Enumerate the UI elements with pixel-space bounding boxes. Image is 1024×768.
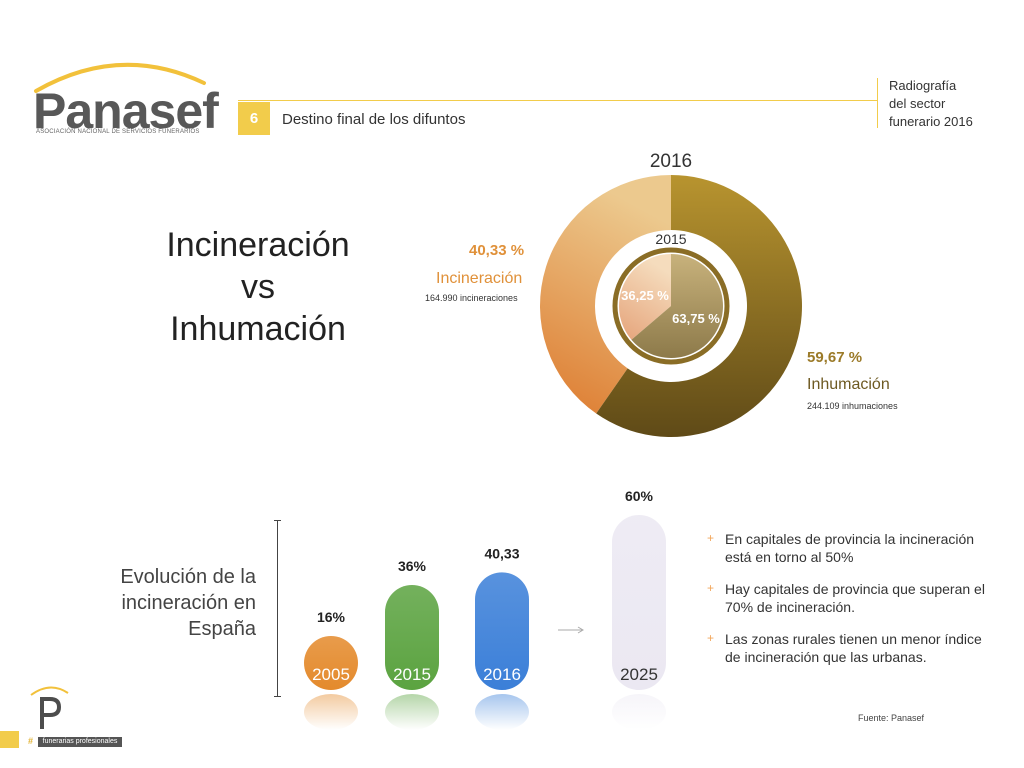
logo-subtitle: ASOCIACIÓN NACIONAL DE SERVICIOS FUNERAR… [36, 129, 200, 135]
footer-accent [0, 731, 19, 748]
report-title-line: Radiografía [889, 78, 957, 93]
bar-value-label: 60% [625, 490, 654, 504]
bar-category-label: 2016 [483, 665, 521, 684]
note-text: Hay capitales de provincia que superan e… [725, 581, 985, 615]
bar-category-label: 2015 [393, 665, 431, 684]
inhumacion-count: 244.109 inhumaciones [807, 401, 898, 411]
bar-2016 [475, 572, 529, 690]
inner-pie-label-incineracion: 36,25 % [621, 288, 669, 303]
evolution-axis-tick [274, 520, 281, 521]
footer-tagline: funerarias profesionales [38, 737, 122, 747]
source-note: Fuente: Panasef [858, 713, 925, 723]
notes-list: + En capitales de provincia la incinerac… [707, 530, 987, 680]
report-title-line: del sector [889, 96, 946, 111]
incineracion-percent: 40,33 % [469, 242, 525, 259]
incineracion-label: Incineración [436, 270, 523, 287]
plus-icon: + [707, 631, 715, 645]
main-title: Incineración vs Inhumación [140, 224, 376, 350]
bar-2015 [385, 585, 439, 690]
report-title-line: funerario 2016 [889, 114, 973, 129]
bar-2005 [304, 636, 358, 690]
incineracion-count: 164.990 incineraciones [425, 293, 518, 303]
outer-ring-title: 2016 [650, 151, 692, 172]
section-number-badge: 6 [238, 102, 270, 135]
bar-reflection [385, 694, 439, 730]
footer-hash: # [28, 736, 34, 746]
inhumacion-label: Inhumación [807, 376, 890, 393]
bar-category-label: 2025 [620, 665, 658, 684]
ring-segment-incineracion [540, 175, 671, 414]
plus-icon: + [707, 581, 715, 595]
note-text: En capitales de provincia la incineració… [725, 531, 975, 565]
section-title: Destino final de los difuntos [282, 111, 466, 128]
evolution-axis-tick [274, 696, 281, 697]
logo-text: Panasef [33, 83, 219, 139]
logo-arc [34, 62, 206, 93]
inner-pie-rim [612, 247, 730, 365]
evolution-bar-chart: 2005 16% 2015 36% 2016 40,33 2025 60% [304, 490, 666, 730]
evolution-title: Evolución de la incineración en España [90, 564, 256, 642]
ring-segment-inhumacion [596, 175, 802, 437]
bar-reflection [475, 694, 529, 730]
evolution-title-line: España [188, 618, 256, 640]
bar-2025 [612, 515, 666, 690]
inner-pie-title: 2015 [655, 231, 686, 247]
main-title-line: Inhumación [170, 310, 346, 348]
bar-category-label: 2005 [312, 665, 350, 684]
inhumacion-percent: 59,67 % [807, 349, 863, 366]
bar-reflection [304, 694, 358, 730]
inner-pie-label-inhumacion: 63,75 % [672, 311, 720, 326]
evolution-axis-line [277, 520, 278, 697]
main-title-line: Incineración [166, 226, 350, 264]
bar-value-label: 16% [317, 609, 346, 625]
note-text: Las zonas rurales tienen un menor índice… [725, 631, 982, 665]
report-title: Radiografía del sector funerario 2016 [889, 77, 1009, 131]
evolution-title-line: Evolución de la [120, 566, 256, 588]
trend-arrow [558, 626, 584, 634]
bar-reflection [612, 694, 666, 730]
note-item: + Las zonas rurales tienen un menor índi… [707, 630, 987, 666]
pie-slice-incineracion [619, 254, 671, 340]
pie-slice-inhumacion [631, 254, 723, 358]
plus-icon: + [707, 531, 715, 545]
note-item: + Hay capitales de provincia que superan… [707, 580, 987, 616]
donut-chart: 2016 2015 36,25 % 63,75 % [540, 151, 802, 437]
main-title-line: vs [241, 268, 275, 306]
note-item: + En capitales de provincia la incinerac… [707, 530, 987, 566]
bar-value-label: 36% [398, 558, 427, 574]
bar-value-label: 40,33 [484, 545, 519, 561]
header-rule [238, 100, 878, 101]
header-divider [877, 78, 878, 128]
evolution-title-line: incineración en [121, 592, 256, 614]
footer-p-logo [30, 686, 69, 729]
